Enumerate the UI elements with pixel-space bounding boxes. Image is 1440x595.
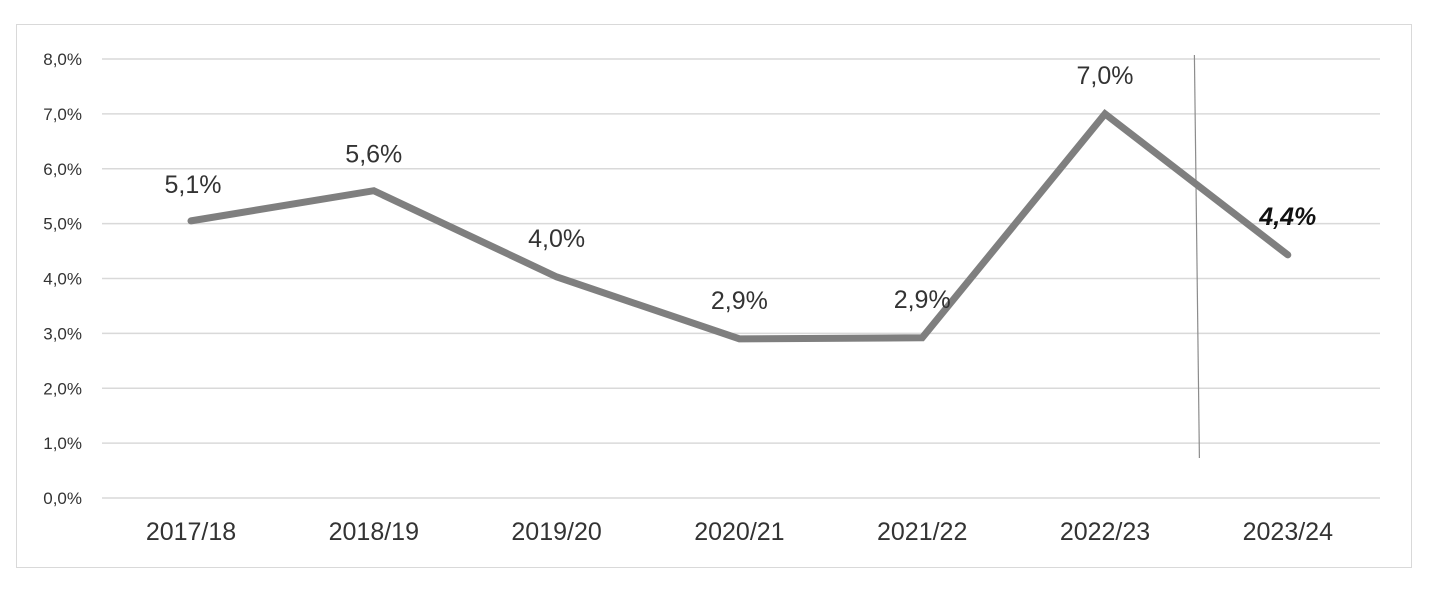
y-tick-label: 2,0% xyxy=(43,379,82,398)
x-tick-label: 2017/18 xyxy=(146,518,236,546)
series-line xyxy=(187,109,1292,343)
data-label: 2,9% xyxy=(711,287,768,315)
chart-frame xyxy=(16,24,1412,568)
grid-lines xyxy=(102,58,1380,499)
y-tick-label: 3,0% xyxy=(43,324,82,343)
y-tick-label: 8,0% xyxy=(43,50,82,69)
y-tick-label: 0,0% xyxy=(43,489,82,508)
x-tick-label: 2021/22 xyxy=(877,518,967,546)
y-tick-label: 6,0% xyxy=(43,160,82,179)
data-label: 4,4% xyxy=(1258,203,1316,231)
x-axis-ticks: 2017/18 2018/19 2019/20 2020/21 2021/22 2022/… xyxy=(146,518,1333,546)
y-axis-ticks: 0,0% 1,0% 2,0% 3,0% 4,0% 5,0% 6,0% 7,0% 8,0% xyxy=(43,50,82,508)
data-label: 5,1% xyxy=(165,171,222,199)
x-tick-label: 2018/19 xyxy=(329,518,419,546)
data-label: 2,9% xyxy=(894,286,951,314)
x-tick-label: 2022/23 xyxy=(1060,518,1150,546)
forecast-separator xyxy=(1193,54,1200,459)
data-label: 7,0% xyxy=(1077,62,1134,90)
forecast-separator-line xyxy=(1193,54,1200,459)
data-label: 5,6% xyxy=(345,141,402,169)
x-tick-label: 2019/20 xyxy=(511,518,601,546)
x-tick-label: 2023/24 xyxy=(1243,518,1333,546)
y-tick-label: 5,0% xyxy=(43,215,82,234)
y-tick-label: 4,0% xyxy=(43,270,82,289)
y-tick-label: 1,0% xyxy=(43,434,82,453)
y-tick-label: 7,0% xyxy=(43,105,82,124)
data-labels: 5,1% 5,6% 4,0% 2,9% 2,9% 7,0% 4,4% xyxy=(165,62,1317,315)
x-tick-label: 2020/21 xyxy=(694,518,784,546)
data-label: 4,0% xyxy=(528,225,585,253)
